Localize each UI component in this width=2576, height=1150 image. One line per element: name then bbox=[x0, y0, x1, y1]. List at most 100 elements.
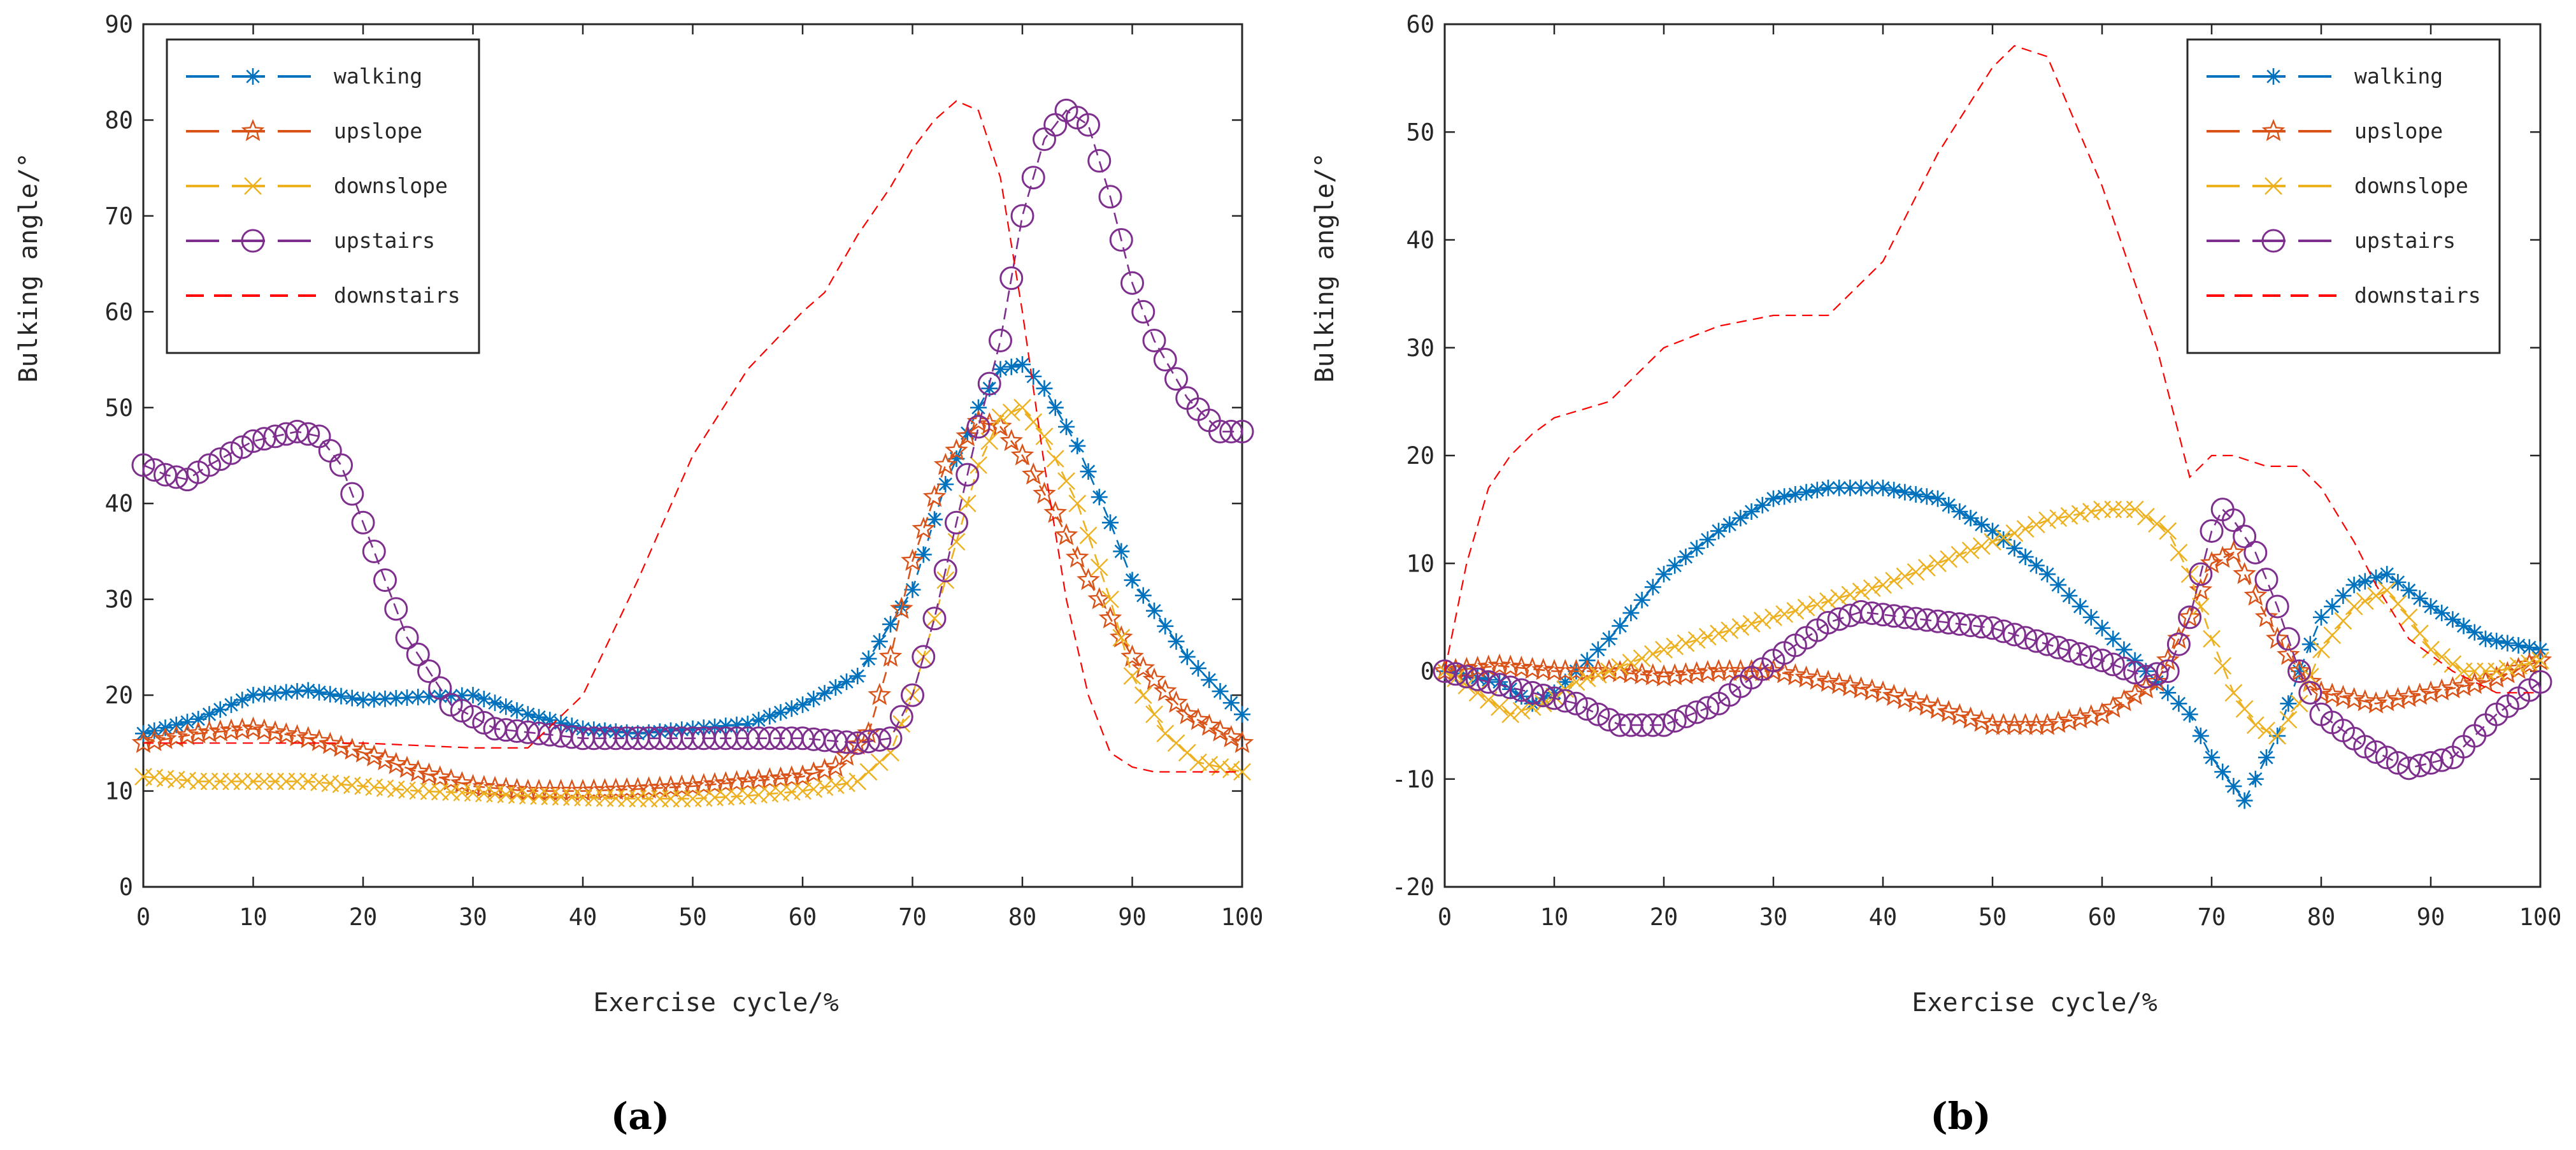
data-point-downslope bbox=[1112, 628, 1131, 647]
y-tick-label: 70 bbox=[104, 203, 133, 230]
data-point-downslope bbox=[2400, 608, 2418, 626]
data-point-downslope bbox=[1753, 612, 1771, 629]
data-point-upslope bbox=[626, 777, 650, 800]
data-point-walking bbox=[2094, 619, 2110, 636]
data-point-upstairs bbox=[2233, 524, 2257, 549]
legend-label-downstairs: downstairs bbox=[334, 283, 461, 308]
y-tick-label: 60 bbox=[1406, 11, 1435, 38]
data-point-upstairs bbox=[417, 659, 441, 683]
data-point-downslope bbox=[1211, 758, 1229, 776]
data-point-upslope bbox=[351, 740, 375, 763]
data-point-walking bbox=[1699, 531, 1716, 549]
data-point-walking bbox=[1666, 557, 1684, 574]
data-point-downslope bbox=[1786, 601, 1805, 620]
data-point-walking bbox=[2455, 617, 2472, 635]
data-point-downslope bbox=[2214, 657, 2232, 675]
data-point-upstairs bbox=[384, 597, 408, 621]
data-point-walking bbox=[2061, 587, 2078, 605]
data-point-walking bbox=[2225, 778, 2242, 795]
legend-entry-walking[interactable]: walking bbox=[2207, 64, 2443, 89]
data-point-walking bbox=[487, 694, 503, 712]
data-point-upstairs bbox=[164, 465, 189, 489]
data-point-upslope bbox=[2145, 670, 2169, 693]
data-point-upslope bbox=[878, 644, 903, 667]
legend-entry-upstairs[interactable]: upstairs bbox=[186, 228, 435, 253]
data-point-upslope bbox=[2156, 648, 2180, 671]
data-point-downslope bbox=[1622, 654, 1640, 672]
data-point-upslope bbox=[406, 759, 430, 782]
data-point-upstairs bbox=[2178, 605, 2202, 629]
data-point-walking bbox=[882, 615, 899, 633]
data-point-upslope bbox=[274, 722, 298, 745]
data-point-downslope bbox=[2016, 520, 2035, 538]
legend-entry-upslope[interactable]: upslope bbox=[2207, 119, 2443, 143]
legend-entry-walking[interactable]: walking bbox=[186, 64, 422, 89]
data-point-walking bbox=[1765, 490, 1782, 507]
data-point-upslope bbox=[824, 754, 848, 777]
data-point-upslope bbox=[2210, 545, 2235, 568]
x-tick-label: 70 bbox=[2198, 903, 2226, 931]
panel-a-y-axis-title: Bulking angle/° bbox=[14, 152, 43, 382]
data-point-downslope bbox=[1512, 701, 1531, 720]
data-point-walking bbox=[2499, 635, 2516, 652]
data-point-walking bbox=[1190, 659, 1206, 677]
data-point-downslope bbox=[859, 763, 878, 781]
data-point-upstairs bbox=[1087, 148, 1112, 173]
legend-entry-downslope[interactable]: downslope bbox=[186, 173, 448, 198]
data-point-upslope bbox=[637, 776, 661, 799]
data-point-walking bbox=[1212, 683, 1229, 700]
data-point-walking bbox=[860, 650, 877, 667]
data-point-upstairs bbox=[1077, 113, 1100, 137]
data-point-upslope bbox=[1010, 443, 1034, 466]
data-point-upslope bbox=[1487, 653, 1512, 676]
data-point-upslope bbox=[813, 758, 836, 780]
data-point-downslope bbox=[2531, 651, 2549, 670]
data-point-upslope bbox=[1065, 545, 1089, 568]
panel-a-x-ticks: 0 10 20 30 40 50 60 70 80 90 100 bbox=[136, 24, 1263, 931]
data-point-upstairs bbox=[450, 699, 474, 723]
data-point-downslope bbox=[1167, 734, 1185, 752]
data-point-upslope bbox=[757, 767, 782, 790]
data-point-downslope bbox=[2323, 626, 2342, 644]
data-point-walking bbox=[805, 691, 822, 708]
data-point-upslope bbox=[1849, 676, 1873, 699]
series-upstairs bbox=[131, 98, 1254, 755]
data-point-upslope bbox=[2331, 684, 2355, 707]
data-point-walking bbox=[2050, 577, 2067, 594]
series-line-upstairs bbox=[1444, 508, 2541, 770]
data-point-upslope bbox=[417, 762, 441, 785]
panel-a-legend[interactable]: walking upslope downslope upstairs downstair… bbox=[166, 38, 480, 354]
data-point-upslope bbox=[659, 775, 683, 798]
data-point-upstairs bbox=[878, 726, 903, 751]
legend-entry-downstairs[interactable]: downstairs bbox=[186, 283, 461, 308]
data-point-upstairs bbox=[208, 447, 233, 471]
legend-entry-downslope[interactable]: downslope bbox=[2207, 173, 2468, 198]
data-point-upslope bbox=[933, 452, 957, 475]
data-point-upstairs bbox=[2353, 735, 2377, 759]
data-point-upstairs bbox=[1010, 204, 1034, 228]
data-point-upslope bbox=[2287, 659, 2311, 682]
legend-entry-upstairs[interactable]: upstairs bbox=[2207, 228, 2456, 253]
data-point-downslope bbox=[1200, 756, 1219, 774]
data-point-downslope bbox=[1841, 586, 1859, 604]
data-point-upstairs bbox=[2166, 632, 2191, 656]
series-downslope bbox=[134, 398, 1251, 808]
data-point-upslope bbox=[1948, 703, 1971, 726]
data-point-upstairs bbox=[2079, 645, 2103, 669]
legend-entry-upslope[interactable]: upslope bbox=[186, 119, 422, 143]
data-point-downslope bbox=[1687, 631, 1706, 649]
data-point-upslope bbox=[1197, 714, 1221, 736]
data-point-upslope bbox=[1882, 684, 1906, 707]
data-point-walking bbox=[1808, 482, 1826, 499]
data-point-downslope bbox=[1994, 528, 2013, 547]
data-point-upslope bbox=[1784, 663, 1807, 686]
data-point-downslope bbox=[1874, 576, 1892, 594]
panel-b-legend[interactable]: walking upslope downslope upstairs downstair… bbox=[2186, 38, 2501, 354]
data-point-downslope bbox=[1491, 698, 1508, 716]
data-point-walking bbox=[871, 633, 888, 650]
legend-entry-downstairs[interactable]: downstairs bbox=[2207, 283, 2481, 308]
data-point-downslope bbox=[1917, 559, 1936, 577]
data-point-downslope bbox=[2126, 500, 2144, 519]
data-point-walking bbox=[2411, 590, 2428, 607]
